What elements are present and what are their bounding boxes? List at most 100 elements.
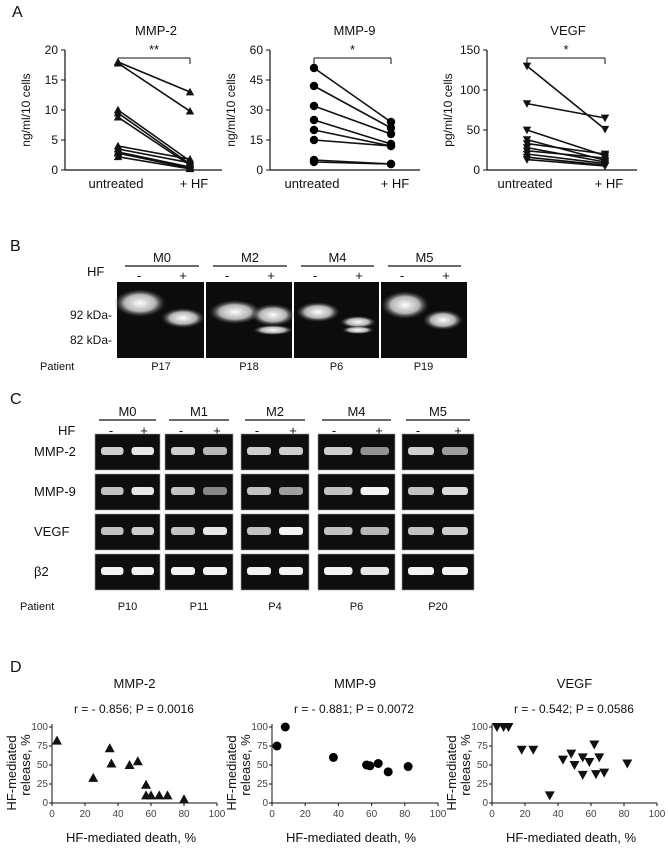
d-data-point <box>328 752 338 762</box>
d-xtick-label: 100 <box>649 809 666 820</box>
d-xtick-label: 20 <box>300 809 312 820</box>
pcr-band-untreated <box>408 567 434 575</box>
d-data-point <box>51 735 62 745</box>
paired-line <box>117 61 191 93</box>
panel-label-d: D <box>10 659 22 676</box>
pcr-band-hf <box>131 527 154 535</box>
gel-band <box>296 302 340 322</box>
data-point-hf <box>185 158 195 167</box>
data-point-untreated <box>113 152 123 161</box>
data-point-hf <box>600 154 610 163</box>
d-data-point <box>584 757 595 767</box>
pcr-band-untreated <box>247 487 271 495</box>
d-data-point <box>516 745 527 755</box>
b-kda-92: 92 kDa- <box>70 308 112 322</box>
d-data-point <box>577 770 588 780</box>
gel-separator <box>292 282 294 358</box>
b-patient-label: Patient <box>40 361 74 373</box>
b-patient-id: P19 <box>414 361 434 373</box>
x-category-untreated: untreated <box>285 176 340 191</box>
d-data-point <box>594 753 605 763</box>
c-plus: + <box>213 423 221 438</box>
d-xtick-label: 0 <box>489 809 495 820</box>
d-xtick-label: 0 <box>49 809 55 820</box>
c-minus: - <box>332 423 336 438</box>
d-stat-label: r = - 0.542; P = 0.0586 <box>514 702 634 716</box>
pcr-band-hf <box>131 447 154 455</box>
d-data-point <box>528 745 539 755</box>
gel-band <box>340 316 376 328</box>
c-row-label: β2 <box>34 564 49 579</box>
b-minus: - <box>137 268 141 283</box>
b-plus: + <box>179 268 187 283</box>
d-data-point <box>179 794 189 804</box>
data-point-untreated <box>309 101 319 111</box>
data-point-untreated <box>309 135 319 145</box>
b-patient-id: P17 <box>151 361 171 373</box>
paired-line <box>313 161 392 165</box>
c-group-label: M5 <box>429 404 447 419</box>
d-data-point <box>141 779 152 789</box>
c-row-label: VEGF <box>34 524 69 539</box>
gel-band <box>253 325 293 335</box>
data-point-hf <box>386 129 396 139</box>
paired-line <box>313 85 392 129</box>
paired-line <box>526 153 606 165</box>
paired-line <box>117 152 191 169</box>
data-point-hf <box>386 159 396 169</box>
pcr-band-hf <box>279 567 303 575</box>
c-patient-id: P4 <box>268 601 281 613</box>
c-patient-id: P20 <box>428 601 448 613</box>
d-data-point <box>403 762 413 772</box>
pcr-band-hf <box>131 567 154 575</box>
paired-line <box>117 151 191 168</box>
paired-line <box>313 139 392 147</box>
b-group-label: M2 <box>241 250 259 265</box>
pcr-band-untreated <box>101 487 124 495</box>
c-group-label: M0 <box>118 404 136 419</box>
d-xtick-label: 40 <box>112 809 124 820</box>
pcr-band-hf <box>279 527 303 535</box>
d-ylabel-2: release, % <box>458 734 473 796</box>
a-ytick-label: 100 <box>460 83 480 97</box>
c-group-label: M2 <box>266 404 284 419</box>
d-ylabel-1: HF-mediated <box>4 735 19 810</box>
c-minus: - <box>416 423 420 438</box>
paired-line <box>526 156 606 166</box>
b-minus: - <box>400 268 404 283</box>
d-ylabel-1: HF-mediated <box>224 735 239 810</box>
pcr-band-hf <box>279 447 303 455</box>
d-data-point <box>599 768 610 778</box>
d-xtick-label: 100 <box>430 809 447 820</box>
d-ytick-label: 100 <box>31 722 48 733</box>
paired-line <box>313 119 392 145</box>
paired-line <box>526 102 606 119</box>
b-group-label: M4 <box>328 250 346 265</box>
pcr-band-untreated <box>171 527 195 535</box>
d-ytick-label: 100 <box>251 722 268 733</box>
paired-line <box>313 67 392 123</box>
gel-band <box>251 304 295 326</box>
pcr-band-hf <box>360 527 389 535</box>
data-point-untreated <box>522 126 532 135</box>
paired-line <box>117 156 191 170</box>
a-ytick-label: 15 <box>250 133 264 147</box>
d-xlabel: HF-mediated death, % <box>286 830 417 845</box>
d-data-point <box>569 761 580 770</box>
pcr-band-hf <box>203 527 227 535</box>
pcr-band-hf <box>442 487 468 495</box>
data-point-untreated <box>113 108 123 117</box>
pcr-band-untreated <box>324 527 353 535</box>
b-plus: + <box>355 268 363 283</box>
d-data-point <box>622 759 633 769</box>
data-point-hf <box>386 141 396 151</box>
paired-line <box>526 129 606 157</box>
b-plus: + <box>267 268 275 283</box>
b-minus: - <box>313 268 317 283</box>
d-ytick-label: 100 <box>471 722 488 733</box>
d-xtick-label: 60 <box>366 809 378 820</box>
a-chart-title: MMP-9 <box>334 23 376 38</box>
x-category-hf: + HF <box>180 176 209 191</box>
a-ytick-label: 10 <box>45 103 59 117</box>
c-patient-label: Patient <box>20 601 54 613</box>
